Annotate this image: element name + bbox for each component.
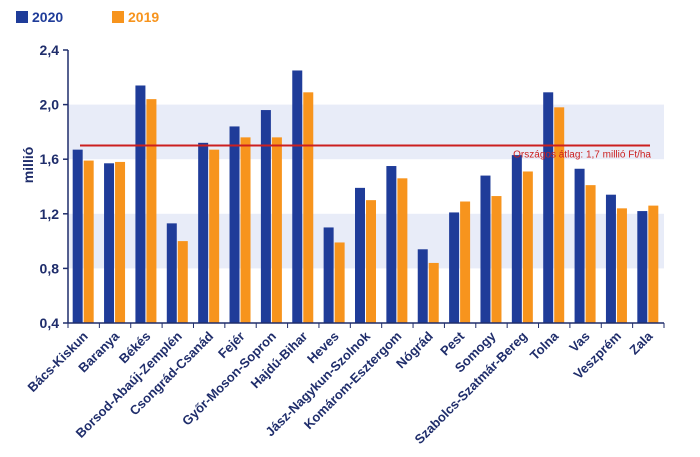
- bar-2020-16: [574, 168, 585, 323]
- bar-2019-0: [83, 160, 94, 323]
- bar-2019-6: [271, 137, 282, 323]
- bar-2020-2: [135, 85, 146, 324]
- bar-2020-11: [417, 249, 428, 323]
- legend: 2020 2019: [16, 9, 159, 25]
- bar-2020-15: [543, 92, 554, 323]
- y-tick-label: 0,4: [40, 315, 60, 331]
- bar-2019-16: [585, 185, 596, 323]
- bar-2020-6: [260, 110, 271, 323]
- y-tick-label: 2,0: [40, 97, 60, 113]
- bar-2019-3: [177, 241, 188, 323]
- bar-2020-0: [72, 149, 83, 323]
- bar-2019-1: [115, 161, 126, 323]
- bar-2019-9: [366, 200, 376, 323]
- y-tick-label: 0,8: [40, 260, 60, 276]
- y-axis-label: millió: [20, 147, 36, 184]
- y-tick-labels: 0,4 0,8 1,2 1,6 2,0 2,4: [40, 42, 60, 331]
- bar-2020-13: [480, 175, 491, 323]
- y-tick-label: 1,6: [40, 151, 60, 167]
- bar-2020-7: [292, 70, 303, 323]
- bar-2019-4: [209, 149, 220, 323]
- bar-2020-9: [355, 187, 365, 323]
- bar-2019-5: [240, 137, 251, 323]
- axes: [63, 49, 665, 328]
- bar-2019-18: [648, 205, 659, 323]
- legend-label-2019: 2019: [128, 9, 159, 25]
- x-tick-label: Zala: [626, 328, 656, 358]
- y-tick-label: 2,4: [40, 42, 60, 58]
- x-tick-labels: Bács-KiskunBaranyaBékésBorsod-Abaúj-Zemp…: [25, 328, 656, 447]
- legend-swatch-2020: [16, 11, 28, 23]
- average-label: Országos átlag: 1,7 millió Ft/ha: [513, 150, 651, 161]
- bar-2020-10: [386, 166, 397, 323]
- national-average-line: Országos átlag: 1,7 millió Ft/ha: [80, 144, 651, 161]
- grid-band: [68, 104, 664, 160]
- bar-2020-4: [198, 142, 209, 323]
- bar-series: [72, 70, 659, 324]
- bar-2020-17: [605, 194, 616, 323]
- x-tick-label: Tolna: [527, 328, 562, 363]
- bar-2020-3: [166, 223, 177, 323]
- bar-2019-2: [146, 99, 157, 323]
- bar-2019-13: [491, 196, 502, 323]
- bar-2020-14: [511, 155, 522, 323]
- bar-2020-5: [229, 126, 240, 323]
- bar-2020-8: [323, 227, 334, 323]
- x-tick-label: Vas: [566, 329, 592, 355]
- legend-label-2020: 2020: [32, 9, 63, 25]
- bar-2019-10: [397, 178, 408, 323]
- bar-2019-7: [303, 92, 314, 323]
- bar-2019-12: [460, 201, 471, 323]
- bar-2019-17: [616, 208, 627, 323]
- bar-2019-15: [554, 107, 565, 323]
- bar-2020-1: [104, 163, 115, 323]
- y-tick-label: 1,2: [40, 206, 60, 222]
- bar-2020-18: [637, 211, 648, 323]
- bar-2019-14: [522, 171, 533, 323]
- bar-2019-11: [428, 262, 439, 323]
- legend-swatch-2019: [112, 11, 124, 23]
- bar-2020-12: [449, 212, 460, 323]
- bar-2019-8: [334, 242, 345, 323]
